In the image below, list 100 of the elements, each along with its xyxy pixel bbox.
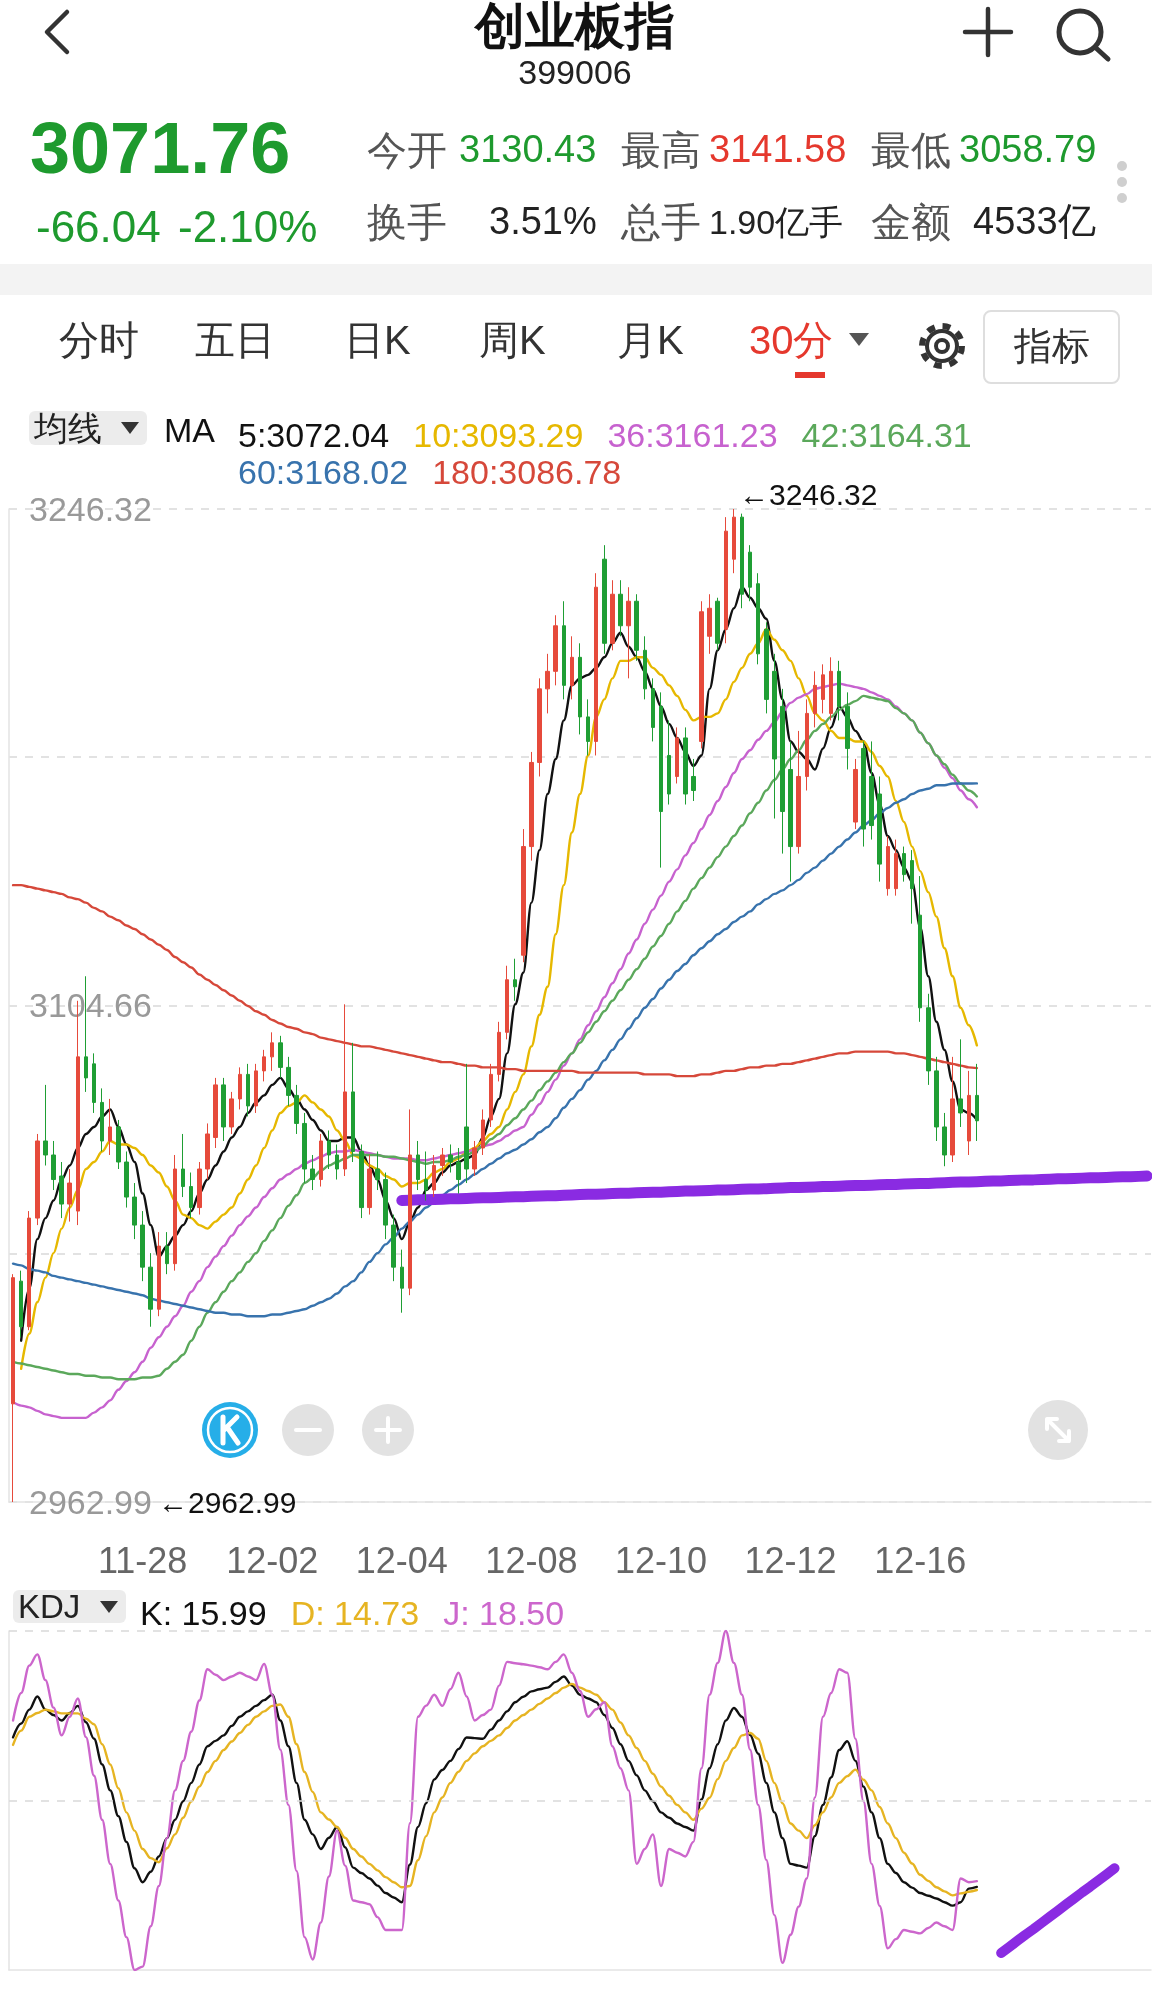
candlestick <box>821 663 825 714</box>
candlestick <box>351 1042 355 1163</box>
candlestick <box>505 965 509 1040</box>
candlestick <box>675 726 679 784</box>
candlestick <box>278 1035 283 1079</box>
candlestick <box>181 1133 185 1198</box>
candlestick <box>19 1270 23 1338</box>
candlestick <box>27 1210 31 1331</box>
candlestick <box>764 621 769 714</box>
candlestick <box>67 1168 72 1223</box>
candlestick <box>910 849 914 925</box>
candlestick <box>157 1231 161 1317</box>
candlestick <box>958 1038 963 1128</box>
candlestick <box>481 1108 485 1156</box>
text: 金额 <box>871 199 951 246</box>
candlestick <box>853 758 858 830</box>
text: 指标 <box>1014 324 1090 370</box>
candlestick <box>610 579 615 651</box>
candlestick <box>845 691 850 770</box>
text: 1.90亿手 <box>709 201 844 243</box>
candlestick <box>173 1154 177 1272</box>
candlestick <box>456 1147 461 1195</box>
candlestick <box>691 758 696 802</box>
text: 30分 <box>749 316 834 378</box>
candlestick <box>651 677 655 742</box>
candlestick <box>238 1066 242 1110</box>
text: 3071.76 <box>30 106 291 190</box>
candlestick <box>497 1021 501 1082</box>
candlestick <box>254 1063 258 1114</box>
candlestick <box>570 635 574 700</box>
candlestick <box>294 1084 299 1135</box>
candlestick <box>950 1056 955 1163</box>
candlestick <box>375 1150 380 1191</box>
candlestick <box>165 1231 169 1275</box>
candlestick <box>545 653 550 714</box>
x-tick-label: 12-12 <box>744 1539 837 1581</box>
candlestick <box>975 1063 979 1142</box>
text: 月K <box>617 317 684 364</box>
candlestick <box>634 593 639 662</box>
candlestick <box>35 1133 40 1226</box>
candlestick <box>837 660 841 721</box>
candlestick <box>805 698 809 791</box>
candlestick <box>602 544 607 655</box>
candlestick <box>618 579 623 637</box>
candlestick <box>302 1112 307 1184</box>
candlestick <box>189 1172 193 1219</box>
candlestick <box>886 835 890 897</box>
text: 总手 <box>621 199 701 246</box>
candlestick <box>416 1140 420 1191</box>
candlestick <box>772 653 777 820</box>
candlestick <box>626 586 631 679</box>
text: 周K <box>479 317 546 364</box>
candlestick <box>270 1031 274 1072</box>
candlestick <box>594 572 598 756</box>
candlestick <box>408 1108 412 1296</box>
candlestick <box>383 1172 388 1240</box>
candlestick <box>100 1087 104 1152</box>
annotation: ←3246.32 <box>739 477 878 511</box>
text: -2.10% <box>178 200 318 253</box>
candlestick <box>667 719 671 806</box>
text: 3141.58 <box>709 127 847 173</box>
candlestick <box>116 1119 121 1170</box>
candlestick <box>683 726 688 806</box>
candlestick <box>926 993 931 1086</box>
text: 180:3086.78 <box>432 452 622 491</box>
candlestick <box>424 1150 428 1202</box>
candlestick <box>537 677 542 777</box>
candlestick <box>748 544 752 602</box>
text: -66.04 <box>36 200 161 253</box>
candlestick <box>472 1140 477 1177</box>
candlestick <box>59 1161 64 1219</box>
candlestick <box>942 1112 947 1167</box>
dropdown: 均线 <box>29 411 147 445</box>
candlestick <box>327 1129 331 1170</box>
text: 10:3093.29 <box>413 415 584 454</box>
candlestick <box>643 635 647 700</box>
x-tick-label: 12-10 <box>614 1539 708 1581</box>
candlestick <box>877 775 882 883</box>
candlestick <box>343 1003 347 1177</box>
candlestick <box>829 656 833 721</box>
candlestick <box>391 1214 396 1282</box>
candlestick <box>756 572 760 665</box>
y-tick-label: 3246.32 <box>29 490 152 528</box>
candlestick <box>132 1182 137 1240</box>
candlestick <box>108 1098 112 1156</box>
candlestick <box>521 828 526 963</box>
x-tick-label: 12-04 <box>355 1539 448 1581</box>
text: 3058.79 <box>959 127 1097 173</box>
candlestick <box>562 600 566 700</box>
text: 五日 <box>195 317 275 364</box>
x-tick-label: 12-02 <box>226 1539 319 1581</box>
candlestick <box>732 508 736 574</box>
candlestick <box>319 1133 323 1188</box>
candlestick <box>148 1252 153 1328</box>
candlestick <box>724 516 728 644</box>
candlestick <box>229 1091 234 1135</box>
candlestick <box>967 1070 971 1156</box>
candlestick <box>367 1154 372 1216</box>
candlestick <box>335 1143 339 1181</box>
text: 分时 <box>59 317 139 364</box>
